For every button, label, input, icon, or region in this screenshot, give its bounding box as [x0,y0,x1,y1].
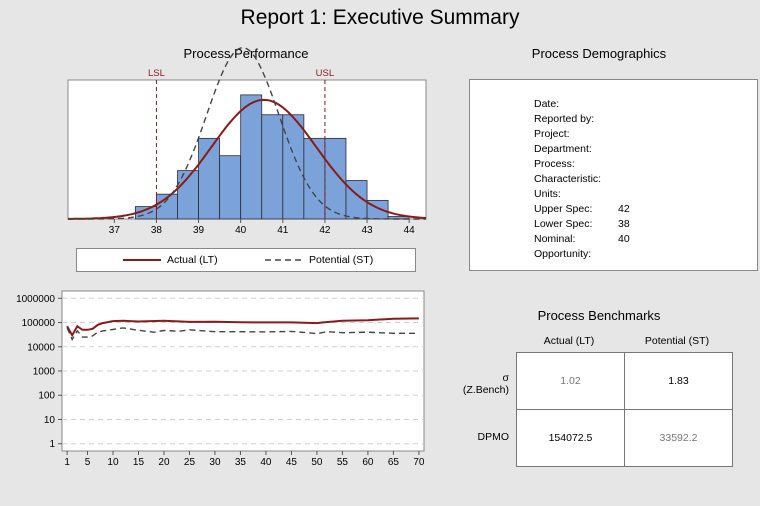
y-tick-label: 10000 [27,342,55,353]
lsl-label: LSL [148,68,165,79]
chart-legend: Actual (LT) Potential (ST) [76,248,416,272]
x-tick-label: 30 [209,457,221,468]
process-demographics-title: Process Demographics [531,46,667,61]
x-tick-label: 15 [133,457,145,468]
demographics-label: Project: [534,128,570,140]
report-title: Report 1: Executive Summary [240,6,520,29]
demographics-value: 40 [618,233,630,245]
x-tick-label: 38 [151,225,163,236]
x-tick-label: 40 [260,457,272,468]
actual-trend-line [66,317,419,338]
demographics-row: Reported by: [534,112,630,127]
demographics-row: Nominal: 40 [534,232,630,247]
y-tick-label: 1 [49,439,55,450]
x-tick-label: 45 [286,457,298,468]
demographics-label: Process: [534,158,575,170]
demographics-panel: Date: Reported by: Project: Department: Proc… [469,79,758,271]
x-tick-label: 37 [109,225,121,236]
demographics-label: Opportunity: [534,248,592,260]
x-tick-label: 40 [235,225,247,236]
demographics-label: Department: [534,143,592,155]
demographics-value: 42 [618,203,630,215]
x-tick-label: 35 [235,457,247,468]
demographics-row: Project: [534,127,630,142]
demographics-list: Date: Reported by: Project: Department: Proc… [534,97,630,262]
bench-row-dpmo-label: DPMO [477,431,510,443]
y-tick-label: 1000000 [16,294,55,305]
process-benchmarks-title: Process Benchmarks [537,308,661,323]
demographics-row: Process: [534,157,630,172]
bench-row-sigma: 1.02 1.83 [516,352,733,410]
bench-row-sigma-label: σ (Z.Bench) [440,372,509,396]
potential-curve [68,46,426,220]
y-tick-label: 100 [38,391,55,402]
demographics-row: Department: [534,142,630,157]
bench-row-dpmo: 154072.5 33592.2 [516,409,733,467]
x-tick-label: 25 [184,457,196,468]
demographics-row: Upper Spec: 42 [534,202,630,217]
demographics-label: Nominal: [534,233,576,245]
x-tick-label: 44 [404,225,416,236]
x-tick-label: 55 [337,457,349,468]
demographics-label: Date: [534,98,560,110]
legend-potential-swatch [265,259,303,261]
demographics-row: Units: [534,187,630,202]
demographics-label: Units: [534,188,561,200]
demographics-label: Upper Spec: [534,203,593,215]
demographics-label: Characteristic: [534,173,602,185]
bench-col-potential: Potential (ST) [644,335,710,347]
legend-potential-label: Potential (ST) [309,254,374,266]
x-tick-label: 10 [107,457,119,468]
demographics-value: 38 [618,218,630,230]
benchmarks-table: 1.02 1.83 154072.5 33592.2 [516,352,733,467]
x-tick-label: 43 [361,225,373,236]
x-tick-label: 41 [277,225,289,236]
x-tick-label: 39 [193,225,205,236]
demographics-row: Opportunity: [534,247,630,262]
legend-actual-label: Actual (LT) [167,254,218,266]
sigma-actual-value: 1.02 [516,352,625,410]
potential-trend-line [66,327,419,342]
legend-potential: Potential (ST) [265,254,373,266]
x-tick-label: 1 [64,457,70,468]
x-tick-label: 5 [85,457,91,468]
y-tick-label: 1000 [33,367,56,378]
demographics-row: Lower Spec: 38 [534,217,630,232]
x-tick-label: 42 [319,225,331,236]
legend-actual-swatch [123,259,161,261]
usl-label: USL [316,68,334,79]
y-tick-label: 100000 [22,318,56,329]
x-tick-label: 70 [413,457,425,468]
legend-actual: Actual (LT) [123,254,218,266]
actual-curve [68,98,427,220]
x-tick-label: 60 [362,457,374,468]
process-performance-title: Process Performance [183,46,309,61]
demographics-row: Characteristic: [534,172,630,187]
demographics-row: Date: [534,97,630,112]
bench-col-actual: Actual (LT) [543,335,595,347]
dpmo-potential-value: 33592.2 [624,409,733,467]
dpmo-actual-value: 154072.5 [516,409,625,467]
demographics-label: Reported by: [534,113,595,125]
sigma-symbol: σ [502,372,509,384]
y-tick-label: 10 [44,415,56,426]
x-tick-label: 65 [388,457,400,468]
sigma-potential-value: 1.83 [624,352,733,410]
z-bench-label: (Z.Bench) [462,384,509,396]
x-tick-label: 20 [158,457,170,468]
x-tick-label: 50 [311,457,323,468]
demographics-label: Lower Spec: [534,218,593,230]
